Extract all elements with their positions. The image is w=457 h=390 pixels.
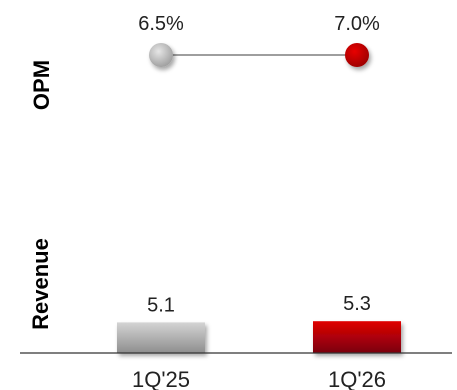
opm-value-label-1: 6.5% <box>138 13 184 35</box>
opm-value-label-2: 7.0% <box>334 13 380 35</box>
revenue-value-label-1: 5.1 <box>147 294 175 316</box>
opm-point-2 <box>345 43 369 67</box>
x-tick-label-1: 1Q'25 <box>132 367 190 390</box>
x-tick-label-2: 1Q'26 <box>328 367 386 390</box>
opm-point-1 <box>149 43 173 67</box>
revenue-bar-1 <box>117 322 205 353</box>
revenue-value-label-2: 5.3 <box>343 293 371 315</box>
revenue-bar-2 <box>313 321 401 353</box>
